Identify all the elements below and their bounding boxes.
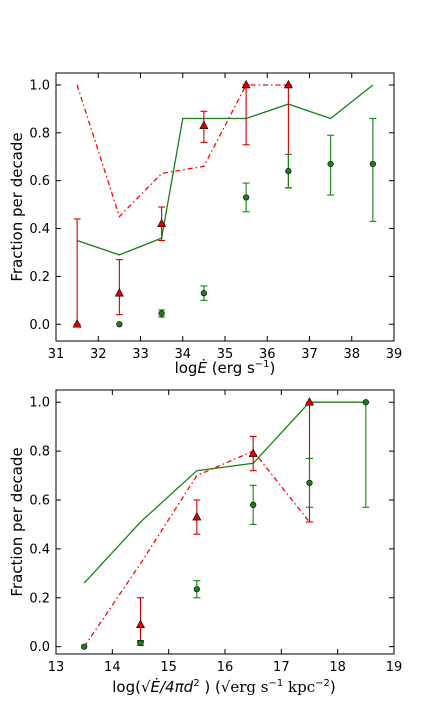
top-triangle-marker bbox=[157, 218, 167, 228]
top-x-tick-label: 33 bbox=[132, 347, 149, 362]
bottom-y-tick-label: 0.2 bbox=[29, 591, 50, 606]
bottom-x-label-sq: 2 bbox=[193, 678, 199, 689]
bottom-y-tick-label: 1.0 bbox=[29, 396, 50, 411]
bottom-x-label-kpc: kpc bbox=[283, 678, 315, 696]
bottom-y-tick-label: 0.6 bbox=[29, 494, 50, 509]
top-triangle-marker bbox=[72, 319, 82, 328]
top-solid-line-series bbox=[76, 84, 374, 256]
bottom-x-tick-label: 17 bbox=[273, 660, 290, 675]
top-x-axis-label: logĖ (erg s−1) bbox=[175, 358, 276, 377]
top-y-tick-label: 0.0 bbox=[29, 318, 50, 333]
bottom-triangle-marker bbox=[192, 511, 202, 521]
bottom-x-label-ratio: Ė/4πd bbox=[151, 677, 194, 696]
bottom-x-tick-label: 15 bbox=[160, 660, 177, 675]
bottom-x-label-sqrt-2: √ bbox=[221, 678, 231, 696]
top-triangle-marker bbox=[114, 288, 124, 297]
bottom-x-label-log: log( bbox=[112, 678, 141, 696]
top-panel: 31 32 33 34 35 36 37 38 39 0.0 0.2 0.4 0.6 0.8 1.0 Fra… bbox=[8, 72, 402, 377]
bottom-x-label-exp2: −2 bbox=[315, 678, 330, 689]
top-x-tick-label: 37 bbox=[301, 347, 318, 362]
bottom-x-label-sqrt-1: √ bbox=[141, 678, 151, 696]
top-circle-marker bbox=[243, 194, 250, 201]
bottom-circle-marker bbox=[137, 639, 144, 647]
bottom-triangle-marker bbox=[248, 448, 258, 457]
bottom-circle-marker bbox=[362, 399, 369, 406]
bottom-panel: 13 14 15 16 17 18 19 0.0 0.2 0.4 0.6 0.8 1.0 Fractio… bbox=[8, 389, 402, 696]
top-x-tick-label: 34 bbox=[174, 347, 191, 362]
bottom-x-label-close: ) bbox=[330, 678, 336, 696]
top-y-axis-label: Fraction per decade bbox=[8, 132, 26, 281]
bottom-x-axis-label: log(√Ė/4πd2 ) (√erg s−1 kpc−2) bbox=[112, 677, 335, 696]
top-axes-frame bbox=[55, 72, 395, 342]
top-y-tick-label: 1.0 bbox=[29, 78, 50, 93]
bottom-x-tick-label: 14 bbox=[104, 660, 121, 675]
top-x-label-units: (erg s bbox=[207, 359, 255, 377]
bottom-circle-marker bbox=[250, 501, 257, 508]
bottom-x-tick-label: 18 bbox=[329, 660, 346, 675]
top-triangle-marker bbox=[283, 79, 293, 89]
top-x-label-close: ) bbox=[270, 359, 276, 377]
top-x-tick-label: 35 bbox=[217, 347, 234, 362]
top-x-label-edot: Ė bbox=[197, 358, 207, 377]
top-triangle-marker bbox=[241, 79, 251, 89]
bottom-solid-line-series bbox=[83, 401, 366, 584]
top-y-tick-label: 0.2 bbox=[29, 270, 50, 285]
top-circle-marker bbox=[285, 168, 292, 175]
bottom-x-label-exp1: −1 bbox=[269, 678, 284, 689]
bottom-x-tick-label: 19 bbox=[386, 660, 403, 675]
top-x-tick-label: 31 bbox=[48, 347, 65, 362]
top-circle-marker bbox=[158, 310, 165, 317]
bottom-plot-area bbox=[81, 397, 370, 650]
bottom-y-tick-label: 0.0 bbox=[29, 640, 50, 655]
bottom-circle-marker bbox=[306, 479, 313, 486]
top-x-tick-label: 39 bbox=[386, 347, 403, 362]
top-circle-marker bbox=[369, 160, 376, 168]
bottom-dashdot-line-series bbox=[83, 450, 311, 648]
top-y-tick-label: 0.4 bbox=[29, 222, 50, 237]
top-x-tick-label: 32 bbox=[90, 347, 107, 362]
top-x-label-exp: −1 bbox=[255, 359, 270, 370]
bottom-ticks: 13 14 15 16 17 18 19 0.0 0.2 0.4 0.6 0.8 1.0 bbox=[29, 390, 402, 675]
top-dashdot-line-series bbox=[76, 84, 289, 218]
bottom-y-tick-label: 0.8 bbox=[29, 445, 50, 460]
top-x-label-log: log bbox=[175, 359, 198, 377]
bottom-triangle-marker bbox=[305, 397, 314, 406]
bottom-x-tick-label: 13 bbox=[48, 660, 65, 675]
bottom-x-tick-label: 16 bbox=[217, 660, 234, 675]
top-x-tick-label: 38 bbox=[343, 347, 360, 362]
bottom-x-label-erg: erg s bbox=[230, 678, 268, 696]
bottom-circle-marker bbox=[81, 643, 88, 650]
top-circle-marker bbox=[200, 290, 207, 297]
bottom-y-axis-label: Fraction per decade bbox=[8, 447, 26, 596]
top-x-tick-label: 36 bbox=[259, 347, 276, 362]
bottom-x-label-mid: ) ( bbox=[200, 678, 221, 696]
bottom-y-tick-label: 0.4 bbox=[29, 542, 50, 557]
top-y-tick-label: 0.8 bbox=[29, 126, 50, 141]
top-triangle-marker bbox=[199, 120, 209, 129]
top-plot-area bbox=[72, 79, 377, 328]
top-circle-marker bbox=[116, 321, 123, 328]
top-ticks: 31 32 33 34 35 36 37 38 39 0.0 0.2 0.4 0.6 0.8 1.0 bbox=[29, 73, 402, 362]
top-circle-marker bbox=[327, 160, 334, 168]
bottom-circle-marker bbox=[193, 586, 200, 593]
top-y-tick-label: 0.6 bbox=[29, 174, 50, 189]
bottom-triangle-marker bbox=[136, 619, 145, 628]
